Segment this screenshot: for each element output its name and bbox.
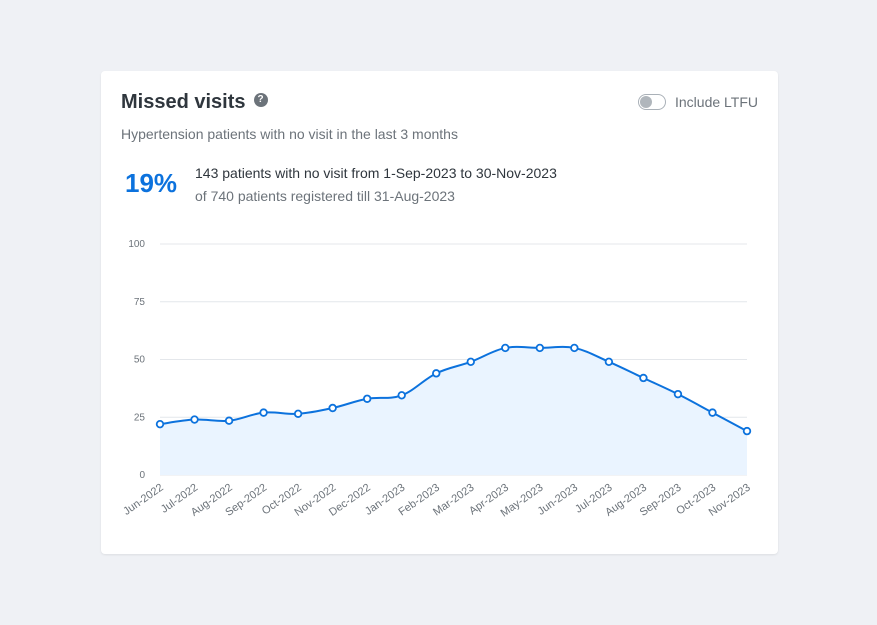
card-subtitle: Hypertension patients with no visit in t… <box>121 126 458 142</box>
data-point <box>604 357 614 367</box>
toggle-label: Include LTFU <box>675 94 758 110</box>
y-tick-label: 75 <box>134 297 146 308</box>
missed-visits-chart: 0255075100Jun-2022Jul-2022Aug-2022Sep-20… <box>121 239 752 520</box>
missed-visits-card: Missed visits ? Include LTFU Hypertensio… <box>101 71 778 554</box>
card-title-text: Missed visits <box>121 91 246 113</box>
missed-visits-percent: 19% <box>125 168 178 198</box>
series-area <box>160 346 747 475</box>
data-point <box>328 403 337 413</box>
y-tick-label: 100 <box>128 239 145 250</box>
summary-subtext: of 740 patients registered till 31-Aug-2… <box>195 188 455 204</box>
summary-text: 143 patients with no visit from 1-Sep-20… <box>195 165 557 181</box>
y-tick-label: 0 <box>139 470 145 481</box>
data-point <box>535 343 545 353</box>
data-point <box>708 408 717 417</box>
data-point <box>501 343 510 353</box>
card-title: Missed visits ? <box>121 91 268 114</box>
data-point <box>570 343 579 353</box>
toggle-knob <box>640 96 652 108</box>
y-tick-label: 25 <box>134 412 146 423</box>
data-point <box>155 419 165 429</box>
data-point <box>432 369 441 378</box>
data-point <box>259 408 268 417</box>
data-point <box>224 416 234 425</box>
data-point <box>742 426 752 436</box>
data-point <box>466 357 475 367</box>
data-point <box>190 415 199 424</box>
data-point <box>293 409 303 418</box>
data-point <box>362 394 372 403</box>
y-tick-label: 50 <box>134 355 146 366</box>
data-point <box>673 389 683 399</box>
toggle-switch[interactable] <box>638 94 666 110</box>
data-point <box>397 391 406 400</box>
x-tick-label: Jun-2022 <box>121 482 165 518</box>
data-point <box>639 373 648 383</box>
include-ltfu-toggle[interactable]: Include LTFU <box>638 94 758 110</box>
help-icon[interactable]: ? <box>253 92 268 107</box>
